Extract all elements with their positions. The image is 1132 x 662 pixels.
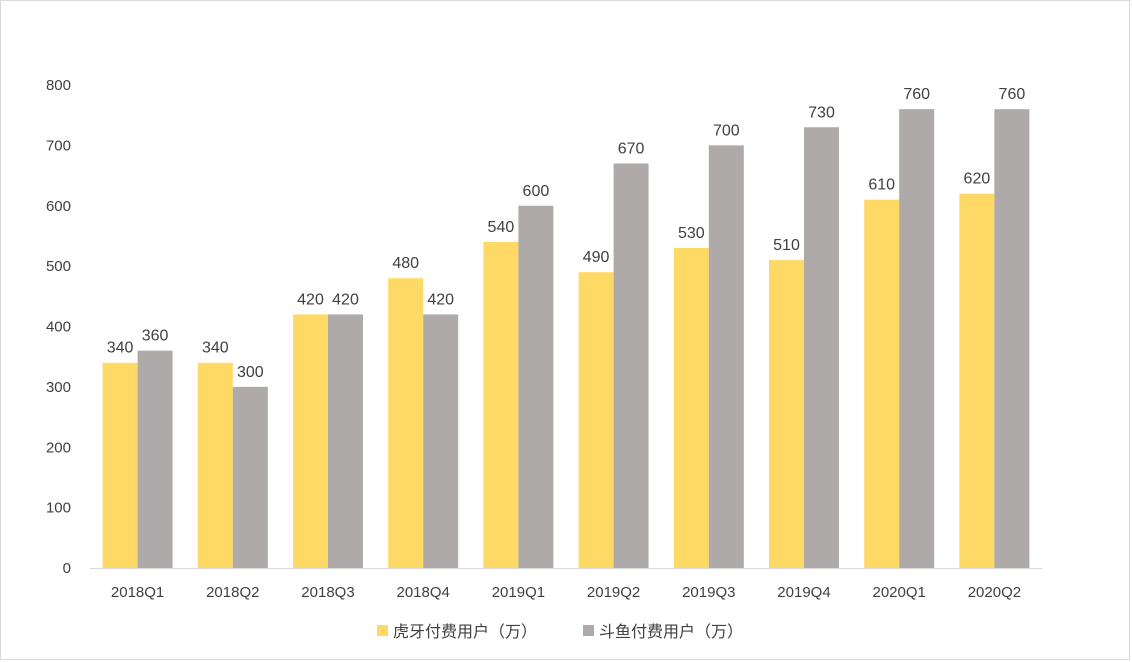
- bar-huya: [864, 199, 900, 568]
- bar-douyu: [137, 350, 173, 568]
- y-tick-label: 0: [63, 560, 71, 577]
- data-label-douyu: 730: [808, 104, 835, 121]
- data-label-douyu: 420: [332, 291, 359, 308]
- bar-douyu: [708, 145, 744, 568]
- x-tick-label: 2019Q3: [682, 584, 735, 601]
- legend-label-douyu: 斗鱼付费用户（万）: [599, 623, 743, 641]
- y-tick-label: 200: [46, 439, 71, 456]
- y-tick-label: 500: [46, 258, 71, 275]
- bar-huya: [388, 278, 424, 568]
- bar-huya: [102, 362, 138, 568]
- data-label-huya: 510: [773, 237, 800, 254]
- x-tick-label: 2018Q4: [397, 584, 450, 601]
- bars: [102, 109, 1030, 569]
- y-tick-label: 800: [46, 77, 71, 94]
- data-label-douyu: 760: [903, 86, 930, 103]
- data-label-douyu: 760: [999, 86, 1026, 103]
- bar-huya: [483, 241, 519, 568]
- x-tick-label: 2019Q1: [492, 584, 545, 601]
- data-label-douyu: 670: [618, 140, 645, 157]
- data-label-huya: 480: [392, 255, 419, 272]
- data-label-douyu: 360: [142, 328, 169, 345]
- bar-douyu: [613, 163, 649, 569]
- bar-douyu: [328, 314, 363, 568]
- y-tick-label: 300: [46, 379, 71, 396]
- data-label-huya: 340: [202, 340, 229, 357]
- bar-douyu: [518, 205, 554, 568]
- y-tick-label: 400: [46, 319, 71, 336]
- data-label-douyu: 700: [713, 122, 740, 139]
- bar-douyu: [804, 127, 839, 568]
- x-tick-label: 2019Q2: [587, 584, 640, 601]
- data-label-douyu: 300: [237, 364, 264, 381]
- bar-huya: [673, 248, 709, 568]
- bar-huya: [769, 260, 804, 568]
- bar-huya: [197, 362, 233, 568]
- x-tick-label: 2019Q4: [777, 584, 830, 601]
- data-labels: 340 360 340 300 420 420 480 420 540 600 490 670 530 7…: [107, 86, 1026, 381]
- y-tick-label: 700: [46, 137, 71, 154]
- legend-swatch-huya: [377, 625, 388, 636]
- y-axis-ticks: 0 100 200 300 400 500 600 700 800: [46, 77, 71, 577]
- data-label-douyu: 420: [427, 291, 454, 308]
- bar-douyu: [423, 314, 459, 568]
- x-tick-label: 2018Q2: [206, 584, 259, 601]
- data-label-huya: 420: [297, 291, 324, 308]
- x-tick-label: 2020Q2: [968, 584, 1021, 601]
- legend-label-huya: 虎牙付费用户（万）: [393, 623, 537, 641]
- bar-douyu: [994, 109, 1030, 569]
- data-label-huya: 620: [964, 171, 991, 188]
- bar-douyu: [899, 109, 935, 569]
- x-tick-label: 2018Q1: [111, 584, 164, 601]
- bar-huya: [578, 272, 614, 568]
- bar-huya: [293, 314, 328, 568]
- bar-douyu: [232, 386, 268, 568]
- x-axis-ticks: 2018Q1 2018Q2 2018Q3 2018Q4 2019Q1 2019Q2 2019…: [111, 584, 1021, 601]
- legend: 虎牙付费用户（万） 斗鱼付费用户（万）: [377, 623, 743, 641]
- data-label-huya: 490: [583, 249, 610, 266]
- data-label-huya: 530: [678, 225, 705, 242]
- y-tick-label: 600: [46, 198, 71, 215]
- x-tick-label: 2018Q3: [301, 584, 354, 601]
- x-tick-label: 2020Q1: [873, 584, 926, 601]
- bar-huya: [959, 193, 995, 569]
- data-label-douyu: 600: [523, 183, 550, 200]
- data-label-huya: 610: [868, 177, 895, 194]
- legend-swatch-douyu: [583, 625, 594, 636]
- data-label-huya: 340: [107, 340, 134, 357]
- data-label-huya: 540: [488, 219, 515, 236]
- y-tick-label: 100: [46, 500, 71, 517]
